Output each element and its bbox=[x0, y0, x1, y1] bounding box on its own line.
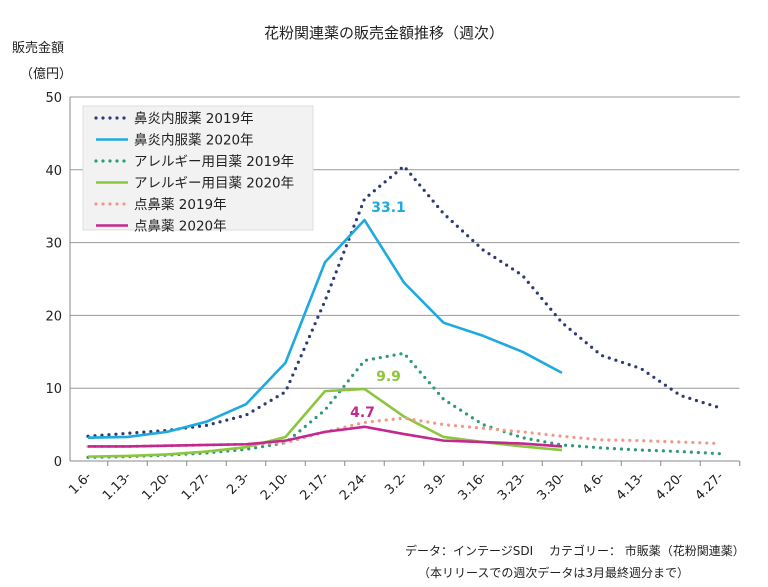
series-line-5 bbox=[88, 425, 563, 448]
y-tick-label: 20 bbox=[45, 309, 62, 324]
x-tick-label: 2.3- bbox=[224, 469, 253, 498]
chart-title: 花粉関連薬の販売金額推移（週次） bbox=[264, 24, 504, 42]
x-tick-label: 4.27- bbox=[692, 469, 727, 504]
x-tick-label: 2.10- bbox=[258, 469, 293, 504]
data-label: 9.9 bbox=[376, 369, 401, 385]
legend-box bbox=[82, 105, 314, 231]
y-tick-label: 50 bbox=[45, 91, 62, 106]
y-tick-label: 40 bbox=[45, 164, 62, 179]
series-line-0 bbox=[86, 164, 722, 438]
x-tick-label: 3.9- bbox=[422, 469, 451, 498]
footnote: （本リリースでの週次データは3月最終週分まで） bbox=[418, 566, 690, 580]
legend-label: 点鼻薬 2020年 bbox=[134, 218, 227, 235]
y-axis-label: 販売金額 bbox=[12, 40, 64, 56]
series-line-4 bbox=[86, 416, 722, 449]
y-tick-label: 30 bbox=[45, 237, 62, 252]
x-tick-label: 4.20- bbox=[653, 469, 688, 504]
legend-label: アレルギー用目薬 2020年 bbox=[134, 176, 294, 192]
legend-label: 点鼻薬 2019年 bbox=[134, 196, 227, 213]
y-tick-label: 10 bbox=[45, 382, 62, 397]
x-tick-label: 1.20- bbox=[139, 469, 174, 504]
legend-label: 鼻炎内服薬 2020年 bbox=[134, 132, 254, 149]
x-tick-label: 4.6- bbox=[580, 469, 609, 498]
x-tick-label: 3.23- bbox=[495, 469, 530, 504]
x-tick-label: 3.2- bbox=[382, 469, 411, 498]
x-tick-label: 3.30- bbox=[534, 469, 569, 504]
x-tick-label: 4.13- bbox=[613, 469, 648, 504]
x-tick-label: 1.13- bbox=[100, 469, 135, 504]
legend-label: 鼻炎内服薬 2019年 bbox=[134, 110, 254, 127]
y-tick-label: 0 bbox=[54, 455, 62, 470]
x-tick-label: 3.16- bbox=[455, 469, 490, 504]
series-line-1 bbox=[87, 218, 563, 440]
series-line-2 bbox=[86, 351, 722, 459]
x-tick-label: 2.17- bbox=[297, 469, 332, 504]
data-label: 4.7 bbox=[350, 405, 375, 421]
x-tick-label: 1.6- bbox=[66, 469, 95, 498]
x-tick-label: 1.27- bbox=[179, 469, 214, 504]
data-label: 33.1 bbox=[371, 200, 406, 216]
source-note: データ：インテージSDI カテゴリー： 市販薬（花粉関連薬） bbox=[405, 544, 745, 558]
legend-label: アレルギー用目薬 2019年 bbox=[134, 154, 294, 170]
x-tick-label: 2.24- bbox=[337, 469, 372, 504]
y-axis-unit: （億円） bbox=[20, 66, 72, 82]
